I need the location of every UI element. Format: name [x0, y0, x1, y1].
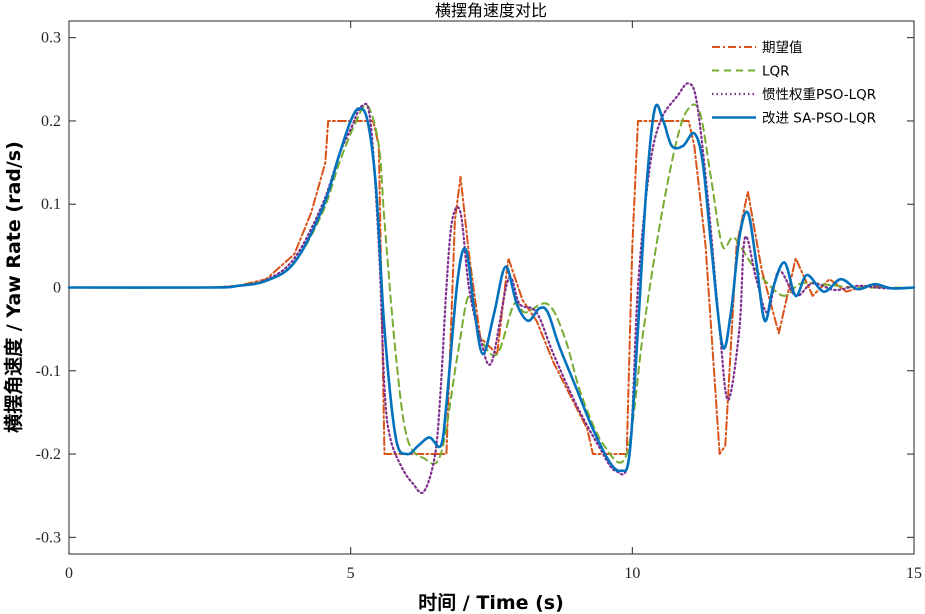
x-tick-label: 15 — [906, 565, 922, 582]
legend-label: 改进 SA-PSO-LQR — [762, 111, 876, 127]
chart-title: 横摆角速度对比 — [435, 1, 547, 20]
x-tick-label: 5 — [347, 565, 355, 582]
y-tick-label: 0.1 — [41, 196, 61, 213]
series-layer — [67, 82, 916, 494]
y-tick-label: 0.2 — [41, 113, 61, 130]
axis-tick-labels: 0 5 10 15 -0.3 -0.2 -0.1 0 0.1 0.2 0.3 — [36, 30, 922, 582]
y-tick-label: -0.2 — [36, 446, 61, 463]
legend: 期望值 LQR 惯性权重PSO-LQR 改进 SA-PSO-LQR — [712, 40, 876, 127]
y-tick-label: 0.3 — [41, 30, 61, 47]
legend-label: LQR — [762, 64, 790, 80]
legend-label: 惯性权重PSO-LQR — [762, 86, 876, 103]
series-line-3 — [67, 82, 916, 494]
legend-label: 期望值 — [762, 40, 803, 56]
x-tick-label: 10 — [624, 565, 640, 582]
x-tick-label: 0 — [65, 565, 73, 582]
x-axis-title: 时间 / Time (s) — [418, 592, 564, 614]
y-tick-label: -0.1 — [36, 363, 61, 380]
axis-ticks — [68, 21, 915, 554]
y-tick-label: -0.3 — [36, 529, 61, 546]
y-tick-label: 0 — [53, 280, 61, 297]
y-axis-title: 横摆角速度 / Yaw Rate (rad/s) — [2, 141, 25, 433]
series-line-4 — [67, 103, 916, 473]
series-line-1 — [68, 119, 915, 456]
series-line-2 — [68, 103, 915, 465]
